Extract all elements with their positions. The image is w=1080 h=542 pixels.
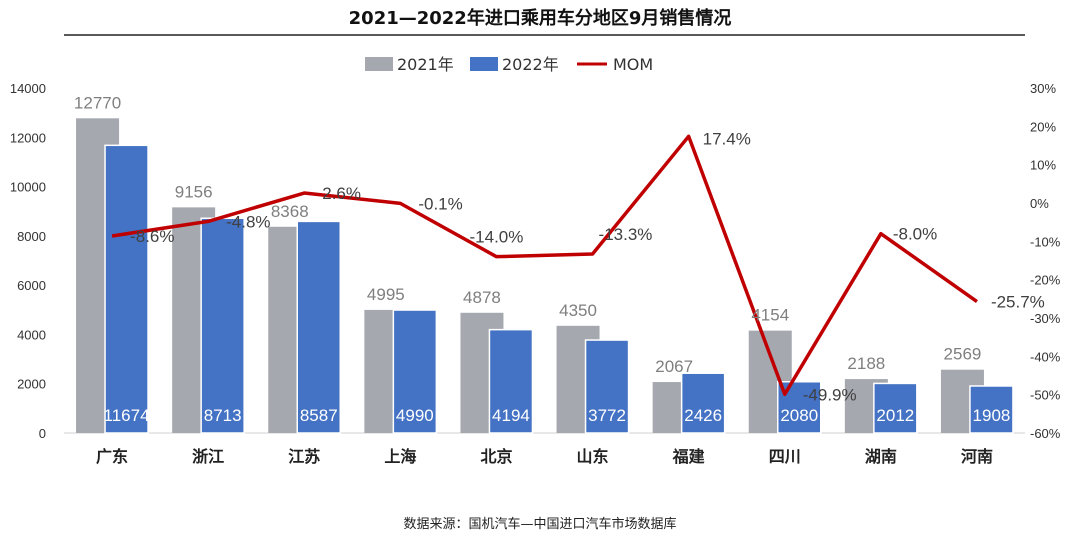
legend-swatch	[470, 57, 498, 71]
x-category-label: 福建	[672, 447, 705, 466]
label-2022: 2426	[684, 406, 722, 425]
y-left-tick-label: 0	[39, 426, 46, 441]
label-mom: -14.0%	[470, 228, 524, 247]
y-left-tick-label: 6000	[17, 278, 46, 293]
label-2021: 2188	[847, 354, 885, 373]
label-2021: 9156	[175, 182, 213, 201]
chart-axes: 0 2000 4000 6000 8000 10000 12000 14000 -60% -50%…	[10, 81, 1061, 466]
y-right-tick-label: -20%	[1030, 273, 1061, 288]
label-2022: 8587	[300, 406, 338, 425]
label-2021: 2067	[655, 357, 693, 376]
y-right-tick-label: -30%	[1030, 311, 1061, 326]
label-2021: 12770	[74, 93, 121, 112]
x-category-label: 上海	[384, 447, 416, 466]
mom-polyline	[111, 134, 978, 397]
x-category-label: 浙江	[192, 447, 224, 466]
chart-title: 2021—2022年进口乘用车分地区9月销售情况	[349, 7, 732, 29]
bar-2022	[200, 217, 245, 434]
label-2022: 11674	[104, 406, 150, 425]
y-right-tick-label: 30%	[1030, 81, 1056, 96]
label-mom: -49.9%	[803, 385, 857, 404]
y-right-tick-label: -50%	[1030, 388, 1061, 403]
bar-2022	[873, 382, 918, 434]
y-right-tick-label: 20%	[1030, 119, 1056, 134]
label-2021: 4154	[751, 306, 789, 325]
legend-label: 2022年	[502, 55, 559, 74]
chart-source-note: 数据来源：国机汽车—中国进口汽车市场数据库	[403, 516, 676, 532]
x-category-label: 山东	[577, 447, 609, 466]
y-left-tick-label: 8000	[17, 229, 46, 244]
label-2022: 4990	[396, 406, 434, 425]
label-mom: -0.1%	[418, 194, 462, 213]
label-2022: 2080	[780, 406, 818, 425]
chart-legend: 2021年 2022年 MOM	[365, 55, 653, 74]
y-left-tick-label: 10000	[10, 180, 46, 195]
x-category-label: 广东	[96, 447, 128, 466]
y-left-tick-label: 12000	[10, 130, 46, 145]
y-right-tick-label: 0%	[1030, 196, 1049, 211]
y-right-tick-label: -10%	[1030, 234, 1061, 249]
label-2021: 2569	[944, 345, 982, 364]
x-category-label: 江苏	[288, 447, 320, 466]
bar-2022	[104, 144, 149, 434]
bar-2022	[392, 309, 438, 434]
series-mom-line: -8.6% -4.8% 2.6% -0.1% -14.0% -13.3% 17.4% -49.…	[111, 129, 1045, 404]
bar-2022	[969, 385, 1014, 434]
label-2021: 4350	[559, 301, 597, 320]
label-mom: -8.6%	[130, 227, 174, 246]
bar-2022	[488, 328, 534, 434]
series-2022-bars	[104, 144, 1014, 434]
label-mom: -8.0%	[893, 225, 937, 244]
label-mom: 2.6%	[322, 184, 361, 203]
legend-label: MOM	[613, 55, 653, 74]
x-category-label: 北京	[480, 447, 512, 466]
y-left-tick-label: 2000	[17, 377, 46, 392]
label-mom: -13.3%	[599, 225, 653, 244]
y-left-tick-label: 14000	[10, 81, 46, 96]
label-2022: 4194	[492, 406, 530, 425]
bar-2022	[680, 372, 726, 434]
legend-swatch	[365, 57, 393, 71]
y-left-tick-label: 4000	[17, 327, 46, 342]
label-2022: 3772	[588, 406, 626, 425]
label-2021: 4878	[463, 288, 501, 307]
label-2021: 4995	[367, 285, 405, 304]
label-mom: -4.8%	[226, 212, 270, 231]
y-right-tick-label: 10%	[1030, 158, 1056, 173]
legend-label: 2021年	[397, 55, 454, 74]
bar-2022	[296, 220, 341, 434]
x-category-label: 河南	[961, 447, 993, 466]
bar-2022	[584, 339, 630, 434]
x-category-label: 湖南	[865, 447, 897, 466]
label-2021: 8368	[271, 202, 309, 221]
y-right-tick-label: -60%	[1030, 426, 1061, 441]
label-2022: 8713	[204, 406, 242, 425]
label-mom: -25.7%	[991, 293, 1045, 312]
data-labels: 12770 11674 9156 8713 8368 8587 4995 4990 4878 41…	[74, 93, 1010, 425]
label-2022: 1908	[973, 406, 1011, 425]
x-category-label: 四川	[769, 447, 801, 466]
y-right-tick-label: -40%	[1030, 349, 1061, 364]
label-2022: 2012	[876, 406, 914, 425]
label-mom: 17.4%	[703, 129, 751, 148]
